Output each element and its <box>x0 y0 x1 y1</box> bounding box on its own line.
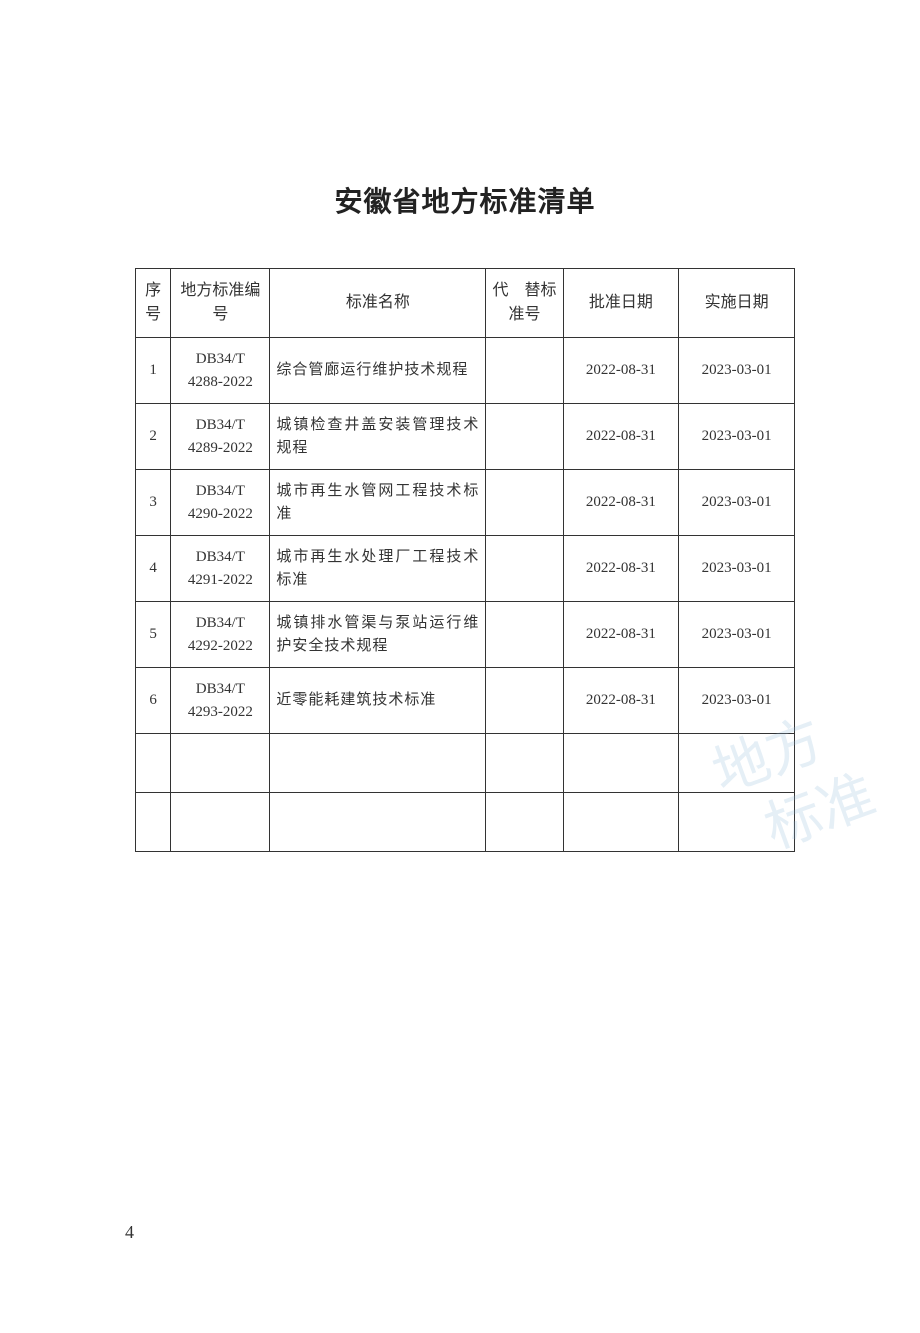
cell-code-top: DB34/T <box>196 681 245 697</box>
table-row: 3 DB34/T 4290-2022 城市再生水管网工程技术标准 2022-08-312… <box>136 470 795 536</box>
cell-replaced <box>486 602 563 668</box>
header-code: 地方标准编 号 <box>171 269 270 338</box>
standards-table: 序号 地方标准编 号 标准名称 代 替标准号 批准日期 实施日期 1DB34/T… <box>135 268 795 852</box>
cell-seq: 4 <box>136 536 171 602</box>
cell-seq <box>136 793 171 852</box>
cell-seq: 3 <box>136 470 171 536</box>
cell-name: 综合管廊运行维护技术规程 <box>270 338 486 404</box>
cell-implement <box>679 734 795 793</box>
table-header-row: 序号 地方标准编 号 标准名称 代 替标准号 批准日期 实施日期 <box>136 269 795 338</box>
cell-replaced <box>486 338 563 404</box>
cell-implement: 2023-03-01 <box>679 404 795 470</box>
cell-code: DB34/T 4288-2022 <box>171 338 270 404</box>
cell-code-bottom: 4292-2022 <box>188 638 253 654</box>
table-row: 6 DB34/T 4293-2022 近零能耗建筑技术标准 2022-08-312023… <box>136 668 795 734</box>
cell-approval: 2022-08-31 <box>563 602 679 668</box>
cell-approval: 2022-08-31 <box>563 404 679 470</box>
cell-replaced <box>486 470 563 536</box>
cell-code: DB34/T 4290-2022 <box>171 470 270 536</box>
cell-implement: 2023-03-01 <box>679 668 795 734</box>
cell-replaced <box>486 793 563 852</box>
cell-implement <box>679 793 795 852</box>
header-approval: 批准日期 <box>563 269 679 338</box>
table-row: 5 DB34/T 4292-2022 城镇排水管渠与泵站运行维护安全技术规程 2022-… <box>136 602 795 668</box>
cell-name: 城市再生水处理厂工程技术标准 <box>270 536 486 602</box>
table-row: 2 DB34/T 4289-2022 城镇检查井盖安装管理技术规程 2022-08-31… <box>136 404 795 470</box>
cell-implement: 2023-03-01 <box>679 470 795 536</box>
cell-replaced <box>486 536 563 602</box>
cell-approval: 2022-08-31 <box>563 338 679 404</box>
cell-approval: 2022-08-31 <box>563 470 679 536</box>
table-row <box>136 793 795 852</box>
cell-code: DB34/T 4291-2022 <box>171 536 270 602</box>
cell-code: DB34/T 4289-2022 <box>171 404 270 470</box>
cell-name <box>270 734 486 793</box>
cell-code <box>171 793 270 852</box>
cell-seq: 5 <box>136 602 171 668</box>
header-replaced: 代 替标准号 <box>486 269 563 338</box>
cell-seq: 6 <box>136 668 171 734</box>
table-row: 1 DB34/T 4288-2022 综合管廊运行维护技术规程 2022-08-3120… <box>136 338 795 404</box>
cell-code-bottom: 4290-2022 <box>188 506 253 522</box>
cell-seq: 2 <box>136 404 171 470</box>
header-seq: 序号 <box>136 269 171 338</box>
table-row <box>136 734 795 793</box>
cell-code-bottom: 4289-2022 <box>188 440 253 456</box>
cell-approval: 2022-08-31 <box>563 668 679 734</box>
cell-code: DB34/T 4293-2022 <box>171 668 270 734</box>
cell-name: 城镇排水管渠与泵站运行维护安全技术规程 <box>270 602 486 668</box>
document-title: 安徽省地方标准清单 <box>120 180 810 220</box>
cell-approval: 2022-08-31 <box>563 536 679 602</box>
cell-implement: 2023-03-01 <box>679 602 795 668</box>
cell-code-bottom: 4293-2022 <box>188 704 253 720</box>
cell-code-top: DB34/T <box>196 351 245 367</box>
cell-code <box>171 734 270 793</box>
cell-implement: 2023-03-01 <box>679 338 795 404</box>
cell-code-top: DB34/T <box>196 483 245 499</box>
table-row: 4 DB34/T 4291-2022 城市再生水处理厂工程技术标准 2022-08-31… <box>136 536 795 602</box>
cell-replaced <box>486 668 563 734</box>
cell-name: 城镇检查井盖安装管理技术规程 <box>270 404 486 470</box>
cell-code-top: DB34/T <box>196 549 245 565</box>
cell-code-bottom: 4291-2022 <box>188 572 253 588</box>
cell-code-top: DB34/T <box>196 417 245 433</box>
cell-name <box>270 793 486 852</box>
cell-seq <box>136 734 171 793</box>
cell-approval <box>563 734 679 793</box>
cell-replaced <box>486 404 563 470</box>
cell-seq: 1 <box>136 338 171 404</box>
cell-code: DB34/T 4292-2022 <box>171 602 270 668</box>
cell-name: 城市再生水管网工程技术标准 <box>270 470 486 536</box>
header-name: 标准名称 <box>270 269 486 338</box>
page-number: 4 <box>125 1222 134 1243</box>
cell-code-top: DB34/T <box>196 615 245 631</box>
cell-code-bottom: 4288-2022 <box>188 374 253 390</box>
cell-name: 近零能耗建筑技术标准 <box>270 668 486 734</box>
cell-approval <box>563 793 679 852</box>
header-implement: 实施日期 <box>679 269 795 338</box>
cell-replaced <box>486 734 563 793</box>
cell-implement: 2023-03-01 <box>679 536 795 602</box>
